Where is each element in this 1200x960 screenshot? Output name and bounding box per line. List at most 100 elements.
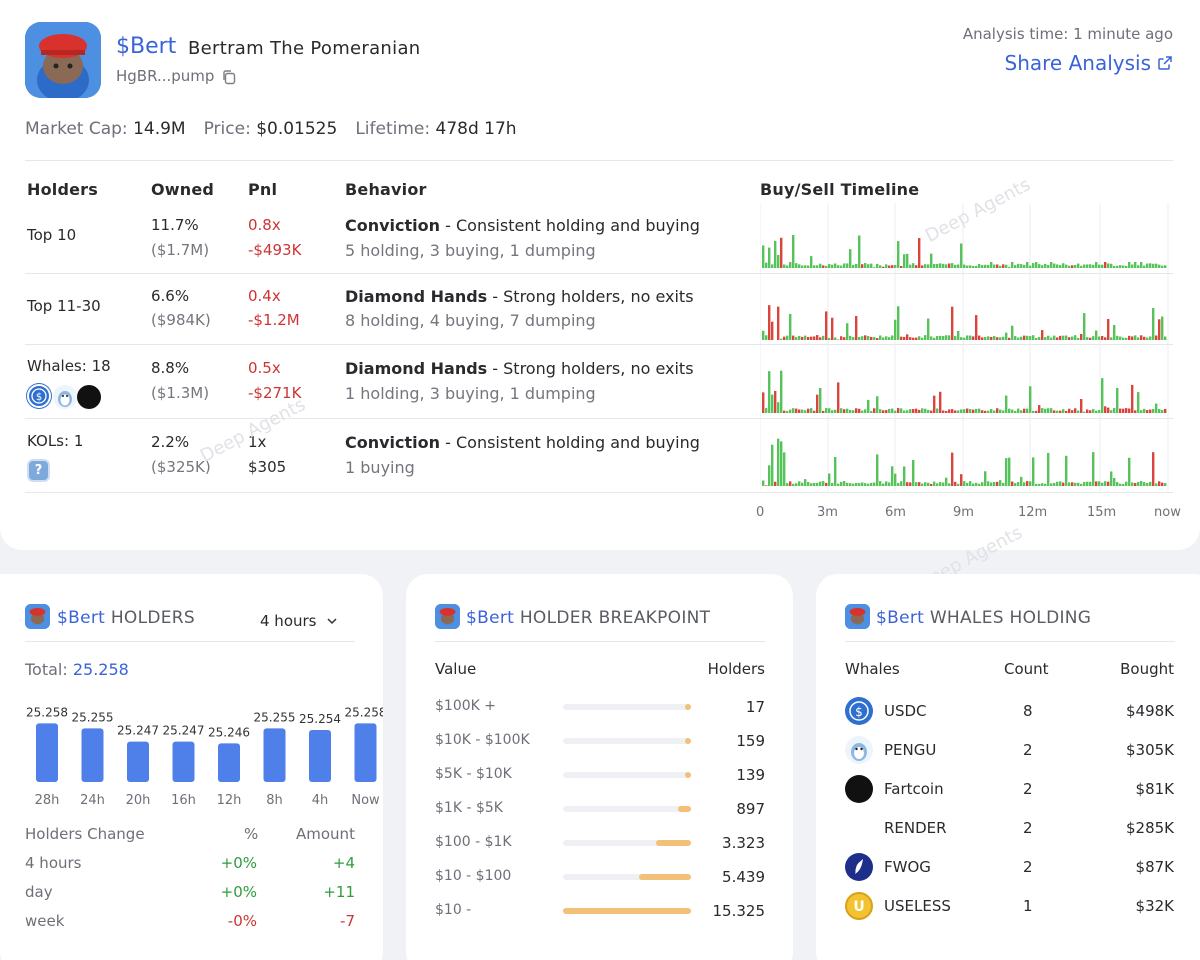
breakpoint-bar-fill (685, 772, 691, 778)
holders-bar-chart: 25.258 28h 25.255 24h 25.247 20h 25.247 16h 25.2… (26, 705, 383, 808)
breakpoint-range: $10K - $100K (435, 732, 530, 748)
holders-bar-value: 25.247 (163, 724, 205, 738)
breakpoint-title: $Bert HOLDER BREAKPOINT (466, 608, 710, 628)
usdc-icon: $ (845, 697, 873, 725)
holders-bar-value: 25.255 (254, 710, 296, 724)
whale-bought: $498K (1125, 702, 1174, 720)
change-pct: +0% (220, 883, 257, 901)
whales-header-name: Whales (845, 660, 900, 678)
timeline-tick: 3m (817, 505, 838, 520)
holders-bar-category: Now (351, 793, 380, 808)
whales-header-count: Count (1004, 660, 1049, 678)
holder-group: Top 10 (27, 226, 77, 244)
fartcoin-icon (845, 775, 873, 803)
token-symbol: $Bert (116, 34, 177, 59)
holders-bar-value: 25.246 (208, 725, 250, 739)
col-pnl: Pnl (248, 180, 278, 199)
breakpoint-bar-fill (685, 704, 691, 710)
owned-usd: ($325K) (151, 458, 211, 476)
change-amount: +4 (332, 854, 355, 872)
holders-bar (172, 741, 195, 782)
whales-title: $Bert WHALES HOLDING (876, 608, 1091, 628)
owned-pct: 6.6% (151, 287, 190, 305)
breakpoint-header-value: Value (435, 660, 477, 678)
whale-count: 2 (1023, 780, 1033, 798)
breakpoint-count: 3.323 (722, 834, 765, 852)
holders-title: $Bert HOLDERS (57, 608, 195, 628)
pnl-multiple: 0.4x (248, 287, 281, 305)
unknown-kol-icon: ? (27, 459, 50, 482)
behavior-type: Diamond Hands (345, 359, 488, 378)
breakpoint-bar-fill (563, 908, 691, 914)
breakpoint-count: 5.439 (722, 868, 765, 886)
holders-bar-category: 12h (217, 793, 242, 808)
holders-bar-value: 25.258 (26, 705, 68, 719)
whales-header-bought: Bought (1120, 660, 1174, 678)
owned-pct: 8.8% (151, 359, 190, 377)
owned-usd: ($1.3M) (151, 384, 210, 402)
whale-bought: $81K (1135, 780, 1174, 798)
breakpoint-bar-fill (678, 806, 691, 812)
chevron-down-icon (327, 618, 338, 625)
change-pct: -0% (227, 912, 257, 930)
whale-count: 2 (1023, 858, 1033, 876)
breakpoint-bar-fill (656, 840, 691, 846)
pnl-multiple: 0.5x (248, 359, 281, 377)
breakpoint-bar (563, 704, 691, 710)
token-avatar-small (435, 604, 460, 629)
timeline-tick: 0 (756, 505, 765, 520)
breakpoint-title-text: HOLDER BREAKPOINT (519, 608, 711, 628)
whale-count: 1 (1023, 897, 1033, 915)
whale-name: FWOG (884, 858, 931, 876)
holders-bar (36, 723, 58, 782)
timeline-tick: now (1154, 505, 1181, 520)
change-header-label: Holders Change (25, 825, 145, 843)
holder-group: Whales: 18 (27, 357, 111, 375)
behavior-type: Diamond Hands (345, 287, 488, 306)
change-amount: -7 (340, 912, 355, 930)
token-symbol: $Bert (57, 608, 106, 628)
behavior-type: Conviction (345, 216, 441, 235)
breakpoint-count: 897 (736, 800, 765, 818)
whale-name: RENDER (884, 819, 947, 837)
stats-row: Market Cap: 14.9M Price: $0.01525 Lifeti… (25, 119, 517, 139)
breakpoint-bar (563, 874, 691, 880)
price-label: Price: (203, 119, 251, 139)
breakpoint-bar-fill (638, 874, 691, 880)
change-period: day (25, 883, 53, 901)
change-pct: +0% (220, 854, 257, 872)
token-name: Bertram The Pomeranian (188, 38, 421, 59)
pengu-icon (53, 385, 77, 409)
behavior-line: Conviction - Consistent holding and buyi… (345, 433, 700, 452)
holders-bar-category: 24h (80, 793, 105, 808)
useless-icon: U (845, 892, 873, 920)
whale-name: Fartcoin (884, 780, 944, 798)
col-owned: Owned (151, 180, 215, 199)
whale-name: PENGU (884, 741, 937, 759)
lifetime-label: Lifetime: (355, 119, 431, 139)
timeline-tick: 15m (1087, 505, 1117, 520)
change-period: 4 hours (25, 854, 82, 872)
pnl-usd: $305 (248, 458, 287, 476)
holders-bar-value: 25.255 (72, 710, 114, 724)
pnl-multiple: 0.8x (248, 216, 281, 234)
holders-bar (354, 723, 377, 782)
breakpoint-bar (563, 806, 691, 812)
col-behavior: Behavior (345, 180, 427, 199)
breakpoint-bar (563, 840, 691, 846)
breakpoint-range: $5K - $10K (435, 766, 512, 782)
breakpoint-count: 17 (745, 698, 765, 716)
price-value: $0.01525 (256, 119, 338, 139)
period-select[interactable]: 4 hours (260, 612, 338, 630)
external-link-icon (1158, 56, 1172, 70)
owned-pct: 11.7% (151, 216, 199, 234)
token-avatar-small (25, 604, 50, 629)
token-symbol: $Bert (466, 608, 515, 628)
share-analysis-link[interactable]: Share Analysis (1005, 51, 1173, 75)
breakpoint-header-holders: Holders (707, 660, 765, 678)
whale-count: 2 (1023, 819, 1033, 837)
copy-icon[interactable] (221, 69, 237, 85)
breakpoint-bar (563, 908, 691, 914)
holders-bar (309, 730, 331, 782)
holders-bar-value: 25.247 (117, 724, 159, 738)
